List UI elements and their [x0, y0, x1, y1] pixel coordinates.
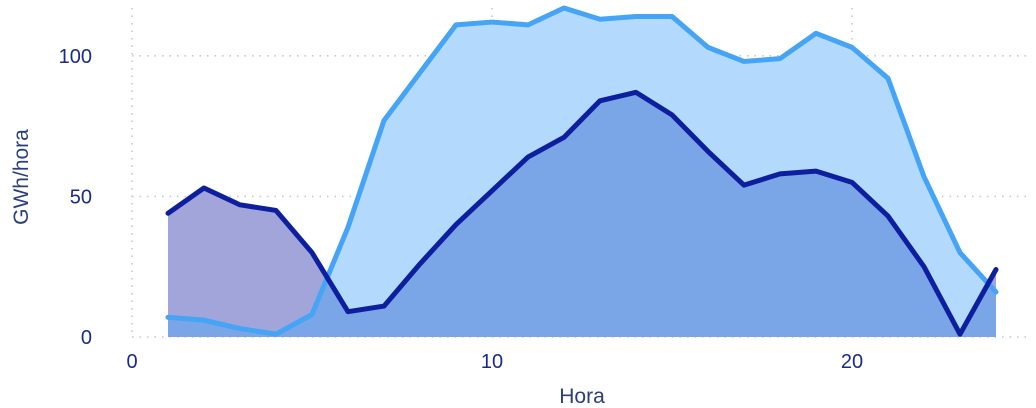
line-series-2: [165, 5, 999, 337]
y-tick-label: 0: [81, 327, 92, 349]
x-tick-label: 10: [481, 351, 503, 373]
area-fills: [168, 8, 996, 337]
y-tick-label: 50: [70, 186, 92, 208]
y-tick-label: 100: [59, 46, 92, 68]
y-axis-title: GWh/hora: [10, 129, 33, 225]
x-axis-title: Hora: [559, 385, 605, 408]
tick-labels: 0 50 100 0 10 20: [59, 46, 864, 373]
line-series-1: [165, 89, 999, 337]
series-lines: [165, 5, 999, 337]
x-tick-label: 0: [126, 351, 137, 373]
x-tick-label: 20: [841, 351, 863, 373]
